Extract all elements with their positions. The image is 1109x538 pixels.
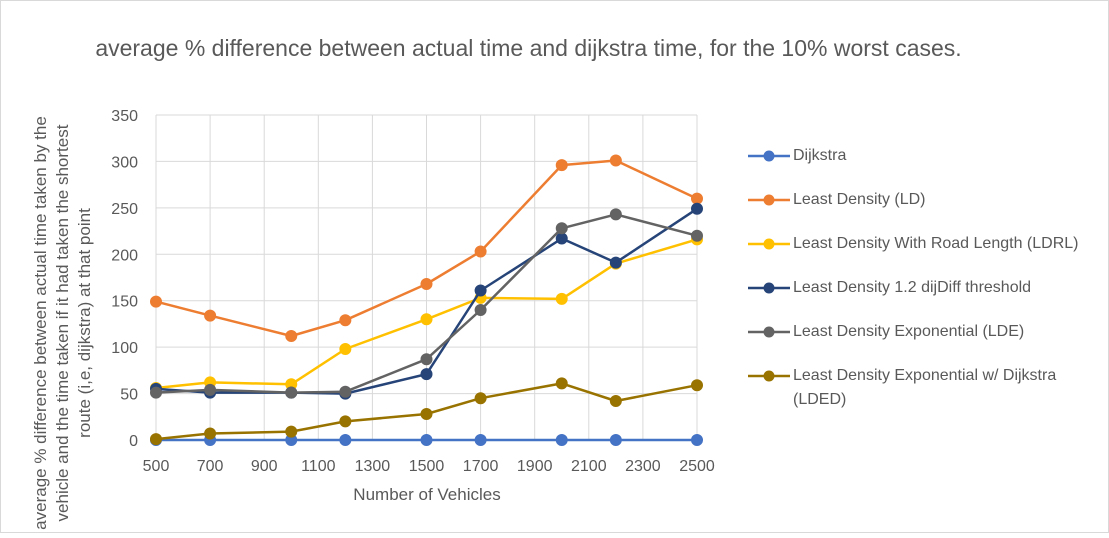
data-point xyxy=(420,278,433,290)
legend-swatch xyxy=(748,282,790,294)
data-point xyxy=(474,392,487,405)
x-tick-label: 1500 xyxy=(409,458,445,475)
x-tick-label: 1300 xyxy=(355,458,391,475)
y-tick-label: 0 xyxy=(129,433,138,450)
x-tick-label: 900 xyxy=(251,458,278,475)
legend-label: Least Density 1.2 dijDiff threshold xyxy=(793,279,1032,296)
data-point xyxy=(609,154,622,167)
data-point xyxy=(339,385,352,398)
data-point xyxy=(609,208,622,221)
data-point xyxy=(555,159,568,172)
legend-label: Least Density (LD) xyxy=(793,191,926,208)
y-tick-label: 50 xyxy=(120,387,138,404)
y-tick-label: 150 xyxy=(111,294,138,311)
data-point xyxy=(339,343,352,355)
data-point xyxy=(420,368,433,381)
legend-marker xyxy=(763,150,775,162)
x-tick-label: 1100 xyxy=(301,458,336,475)
data-point xyxy=(420,408,433,420)
x-tick-label: 1700 xyxy=(463,458,499,475)
data-point xyxy=(285,330,298,342)
data-point xyxy=(204,427,217,440)
data-point xyxy=(339,314,352,327)
y-tick-label: 300 xyxy=(111,154,138,171)
data-point xyxy=(150,433,162,446)
data-point xyxy=(609,256,622,269)
data-point xyxy=(691,434,703,446)
legend-item: Least Density With Road Length (LDRL) xyxy=(746,229,1091,273)
legend-item: Least Density Exponential w/ Dijkstra (L… xyxy=(746,361,1091,413)
data-point xyxy=(204,383,217,396)
data-point xyxy=(555,292,568,305)
y-tick-label: 100 xyxy=(111,340,138,357)
data-point xyxy=(691,229,703,242)
y-tick-label: 250 xyxy=(111,201,138,218)
legend-label: Least Density With Road Length (LDRL) xyxy=(793,235,1079,252)
data-point xyxy=(609,434,622,446)
legend-label: Least Density Exponential w/ Dijkstra (L… xyxy=(793,367,1057,408)
data-point xyxy=(555,434,568,446)
legend-marker xyxy=(763,370,775,382)
data-point xyxy=(555,232,568,245)
x-tick-label: 500 xyxy=(143,458,170,475)
data-point xyxy=(285,386,298,399)
data-point xyxy=(339,434,352,446)
data-point xyxy=(555,377,568,390)
y-tick-label: 200 xyxy=(111,247,138,264)
legend-item: Least Density 1.2 dijDiff threshold xyxy=(746,273,1091,317)
legend-item: Dijkstra xyxy=(746,141,1091,185)
x-tick-label: 700 xyxy=(197,458,224,475)
x-tick-label: 2500 xyxy=(679,458,715,475)
chart-title: average % difference between actual time… xyxy=(95,35,962,61)
legend-swatch xyxy=(748,326,790,338)
legend-marker xyxy=(763,238,775,250)
data-point xyxy=(474,245,487,258)
legend-swatch xyxy=(748,150,790,162)
legend-swatch xyxy=(748,238,790,250)
x-axis-label: Number of Vehicles xyxy=(353,485,501,504)
legend-item: Least Density Exponential (LDE) xyxy=(746,317,1091,361)
data-point xyxy=(691,379,703,392)
data-point xyxy=(609,395,622,407)
x-tick-label: 2100 xyxy=(571,458,607,475)
legend-marker xyxy=(763,194,775,206)
legend-label: Dijkstra xyxy=(793,147,847,164)
y-tick-label: 350 xyxy=(111,108,138,125)
legend-marker xyxy=(763,282,775,294)
legend-item: Least Density (LD) xyxy=(746,185,1091,229)
data-point xyxy=(474,434,487,446)
data-point xyxy=(204,309,217,322)
legend-swatch xyxy=(748,370,790,382)
data-point xyxy=(420,434,433,446)
legend-marker xyxy=(763,326,775,338)
legend: Dijkstra Least Density (LD) Least Density … xyxy=(746,141,1091,413)
legend-label: Least Density Exponential (LDE) xyxy=(793,323,1025,340)
x-tick-label: 2300 xyxy=(625,458,661,475)
data-point xyxy=(150,295,162,308)
data-point xyxy=(474,284,487,297)
data-point xyxy=(285,425,298,438)
data-point xyxy=(420,353,433,366)
data-point xyxy=(150,386,162,399)
legend-swatch xyxy=(748,194,790,206)
data-point xyxy=(339,415,352,428)
data-point xyxy=(691,192,703,205)
data-point xyxy=(420,313,433,326)
data-point xyxy=(555,222,568,235)
x-tick-label: 1900 xyxy=(517,458,553,475)
data-point xyxy=(474,304,487,316)
data-point xyxy=(691,202,703,215)
